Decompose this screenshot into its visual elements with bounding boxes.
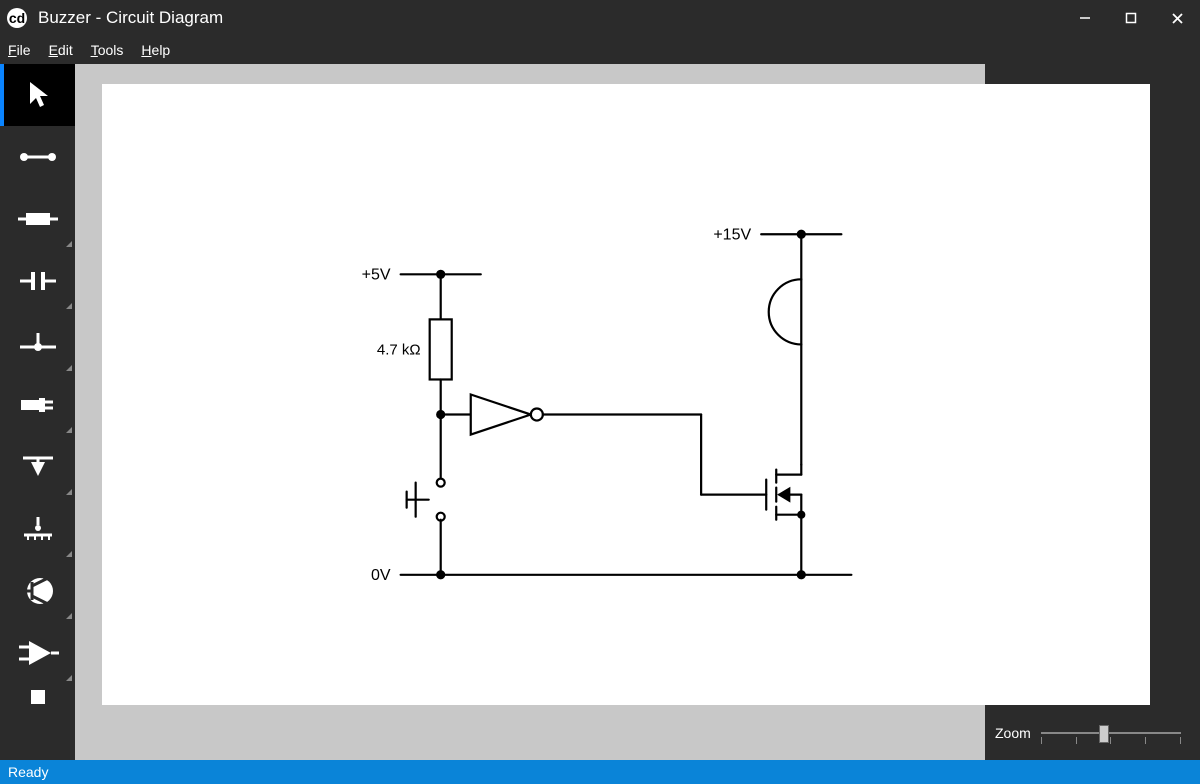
diode-icon: [19, 454, 57, 480]
transistor-icon: [18, 574, 58, 608]
drawing-paper[interactable]: +5V 4.7 kΩ: [102, 84, 1150, 705]
component-toolbar: [0, 64, 75, 760]
status-text: Ready: [8, 764, 48, 780]
flyout-indicator-icon: [66, 303, 72, 309]
flyout-indicator-icon: [66, 675, 72, 681]
title-bar: cd Buzzer - Circuit Diagram: [0, 0, 1200, 36]
circuit-diagram: +5V 4.7 kΩ: [102, 84, 1150, 705]
maximize-button[interactable]: [1108, 0, 1154, 36]
label-vcc15: +15V: [713, 225, 751, 243]
status-bar: Ready: [0, 760, 1200, 784]
more-icon: [23, 688, 53, 706]
junction-icon: [18, 331, 58, 355]
close-button[interactable]: [1154, 0, 1200, 36]
app-logo-icon: cd: [6, 7, 28, 29]
wire-icon: [18, 150, 58, 164]
tool-connector[interactable]: [0, 374, 75, 436]
flyout-indicator-icon: [66, 613, 72, 619]
zoom-slider[interactable]: [1041, 719, 1181, 747]
flyout-indicator-icon: [66, 489, 72, 495]
label-vcc5: +5V: [362, 265, 391, 283]
tool-ground[interactable]: [0, 498, 75, 560]
flyout-indicator-icon: [66, 551, 72, 557]
flyout-indicator-icon: [66, 241, 72, 247]
menu-bar: File Edit Tools Help: [0, 36, 1200, 64]
tool-resistor[interactable]: [0, 188, 75, 250]
flyout-indicator-icon: [66, 365, 72, 371]
minimize-button[interactable]: [1062, 0, 1108, 36]
tool-more[interactable]: [0, 684, 75, 724]
pointer-icon: [25, 80, 51, 110]
zoom-slider-thumb[interactable]: [1099, 725, 1109, 743]
svg-text:cd: cd: [9, 10, 25, 26]
tool-diode[interactable]: [0, 436, 75, 498]
menu-help[interactable]: Help: [141, 42, 170, 58]
canvas-area[interactable]: +5V 4.7 kΩ: [75, 64, 1200, 760]
window-title: Buzzer - Circuit Diagram: [38, 8, 223, 28]
logic-gate-icon: [17, 639, 59, 667]
tool-logic-gate[interactable]: [0, 622, 75, 684]
label-gnd: 0V: [371, 566, 391, 584]
tool-pointer[interactable]: [0, 64, 75, 126]
label-r1: 4.7 kΩ: [377, 341, 421, 358]
flyout-indicator-icon: [66, 427, 72, 433]
ground-icon: [18, 515, 58, 543]
capacitor-icon: [18, 269, 58, 293]
zoom-control: Zoom: [985, 705, 1200, 760]
tool-transistor[interactable]: [0, 560, 75, 622]
resistor-icon: [16, 209, 60, 229]
menu-tools[interactable]: Tools: [91, 42, 124, 58]
tool-capacitor[interactable]: [0, 250, 75, 312]
tool-junction[interactable]: [0, 312, 75, 374]
zoom-label: Zoom: [995, 725, 1031, 741]
menu-edit[interactable]: Edit: [49, 42, 73, 58]
menu-file[interactable]: File: [8, 42, 31, 58]
connector-icon: [17, 394, 59, 416]
tool-wire[interactable]: [0, 126, 75, 188]
